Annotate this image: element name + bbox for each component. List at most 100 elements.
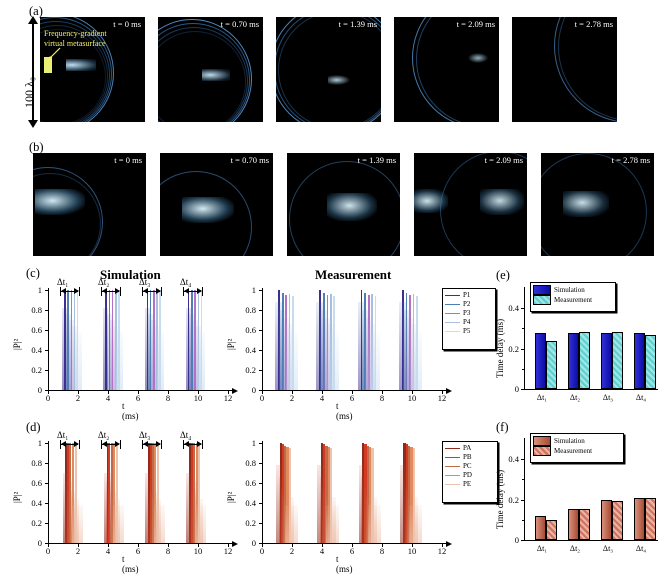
panel-d-delta-label-4: Δt₄ — [180, 430, 192, 440]
panel-d-legend[interactable]: PA PB PC PD PE — [442, 441, 498, 503]
panel-d-sim-ytick-0.6: 0.6 — [31, 478, 42, 488]
legend-item-pa[interactable]: PA — [445, 444, 495, 453]
bar-e-meas-3 — [612, 332, 623, 389]
panel-e-ytick-0.2: 0.2 — [508, 343, 519, 354]
panel-e-xtick-1: Δt₁ — [536, 393, 548, 402]
panel-d-meas-xtick-10: 10 — [407, 546, 417, 556]
column-heading-simulation: Simulation — [100, 267, 161, 282]
legend-item-f-simulation[interactable]: Simulation — [533, 436, 621, 446]
panel-b-frame-5: t = 2.78 ms — [541, 153, 654, 256]
panel-c-sim-ytick-0.0: 0 — [37, 385, 42, 395]
panel-c-meas-spikes — [262, 290, 442, 390]
legend-label-pc: PC — [463, 462, 472, 470]
panel-d-sim-ytick-0.0: 0 — [37, 538, 42, 548]
metasurface-annotation-line2: virtual metasurface — [44, 38, 106, 48]
legend-item-e-measurement[interactable]: Measurement — [533, 295, 613, 305]
column-heading-measurement: Measurement — [315, 267, 392, 282]
panel-c-meas-xtick-6: 6 — [349, 393, 355, 403]
panel-e-legend[interactable]: Simulation Measurement — [530, 282, 616, 312]
panel-c-delta-label-1: Δt₁ — [57, 277, 69, 287]
legend-item-pb[interactable]: PB — [445, 453, 495, 462]
metasurface-annotation: Frequency-gradient virtual metasurface — [44, 29, 107, 48]
bar-e-sim-4 — [634, 332, 645, 389]
legend-item-p1[interactable]: P1 — [445, 291, 493, 300]
panel-c-meas-ytick-1.0: 1 — [251, 285, 256, 295]
legend-item-p4[interactable]: P4 — [445, 318, 493, 327]
legend-item-p5[interactable]: P5 — [445, 327, 493, 336]
panel-a-frame-5: t = 2.78 ms — [512, 17, 617, 122]
metasurface-annotation-line1: Frequency-gradient — [44, 29, 107, 38]
panel-d-tag: (d) — [26, 420, 41, 434]
panel-d-meas-xtick-4: 4 — [319, 546, 325, 556]
panel-f-ylabel: Time delay (ms) — [495, 469, 505, 529]
panel-f-xtick-1: Δt₁ — [536, 544, 548, 553]
bar-f-meas-4 — [645, 498, 656, 540]
panel-c-meas-ylabel: |P|² — [226, 338, 236, 350]
bar-f-sim-1 — [535, 516, 546, 540]
panel-c-meas-xtick-0: 0 — [259, 393, 265, 403]
bar-f-sim-2 — [568, 509, 579, 540]
panel-e-ylabel: Time delay (ms) — [495, 318, 505, 378]
panel-c-sim-ytick-0.8: 0.8 — [31, 305, 42, 315]
panel-d-meas-ytick-0.8: 0.8 — [245, 458, 256, 468]
panel-d-meas-ytick-0.4: 0.4 — [245, 498, 256, 508]
panel-d-meas-xtick-12: 12 — [437, 546, 447, 556]
panel-d-meas-ytick-1.0: 1 — [251, 438, 256, 448]
legend-swatch-p3 — [445, 312, 460, 315]
legend-item-p3[interactable]: P3 — [445, 309, 493, 318]
bar-f-sim-4 — [634, 498, 645, 540]
legend-item-f-measurement[interactable]: Measurement — [533, 446, 621, 456]
panel-c-meas-xtick-8: 8 — [379, 393, 385, 403]
panel-d-sim-xtick-6: 6 — [135, 546, 141, 556]
scale-bar-label: 100 λ₀ — [22, 76, 36, 108]
panel-c-meas-xtick-2: 2 — [289, 393, 295, 403]
panel-c-delta-label-2: Δt₂ — [98, 277, 110, 287]
panel-d-meas-ytick-0.2: 0.2 — [245, 518, 256, 528]
panel-f-ytick-0.0: 0 — [514, 535, 519, 545]
panel-a-frame-4-time: t = 2.09 ms — [456, 19, 495, 29]
panel-c-sim-ytick-0.6: 0.6 — [31, 325, 42, 335]
panel-c-delta-label-3: Δt₃ — [139, 277, 151, 287]
panel-d-sim-ytick-0.8: 0.8 — [31, 458, 42, 468]
panel-e-xtick-3: Δt₃ — [602, 393, 614, 402]
panel-d-meas-ylabel: |P|² — [226, 491, 236, 503]
panel-a-frame-3: t = 1.39 ms — [276, 17, 381, 122]
panel-f-legend[interactable]: Simulation Measurement — [530, 433, 624, 463]
panel-c-legend[interactable]: P1 P2 P3 P4 P5 — [442, 288, 496, 350]
panel-e-ytick-0.0: 0 — [514, 384, 519, 394]
panel-f-ytick-0.4: 0.4 — [508, 454, 519, 464]
legend-item-pc[interactable]: PC — [445, 462, 495, 471]
panel-c-meas-xtick-10: 10 — [407, 393, 417, 403]
panel-a-frame-5-time: t = 2.78 ms — [574, 19, 613, 29]
panel-d-sim-ylabel: |P|² — [12, 491, 22, 503]
panel-a-frame-1: Frequency-gradient virtual metasurface t… — [40, 17, 145, 122]
legend-item-pd[interactable]: PD — [445, 471, 495, 480]
legend-swatch-pe — [445, 483, 460, 486]
panel-a-tag: (a) — [29, 4, 43, 18]
panel-c-sim-ytick-1.0: 1 — [37, 285, 42, 295]
legend-item-e-simulation[interactable]: Simulation — [533, 285, 613, 295]
legend-label-pd: PD — [463, 471, 472, 479]
legend-label-e-simulation: Simulation — [554, 285, 585, 294]
panel-d-sim-xtick-2: 2 — [75, 546, 81, 556]
panel-c-sim-xtick-4: 4 — [105, 393, 111, 403]
panel-d-meas-ytick-0.0: 0 — [251, 538, 256, 548]
legend-swatch-pd — [445, 474, 460, 477]
panel-c-meas-ytick-0.6: 0.6 — [245, 325, 256, 335]
panel-f-xtick-4: Δt₄ — [635, 544, 647, 553]
legend-swatch-pa — [445, 447, 460, 450]
panel-f-bars — [524, 439, 658, 540]
panel-b-frame-5-time: t = 2.78 ms — [611, 155, 650, 165]
panel-c-sim-xtick-10: 10 — [193, 393, 203, 403]
panel-c-meas-xtick-4: 4 — [319, 393, 325, 403]
panel-b-tag: (b) — [29, 140, 44, 154]
panel-d-sim-xtick-4: 4 — [105, 546, 111, 556]
panel-c-sim-xlabel: t (ms) — [122, 401, 139, 421]
panel-f-xtick-2: Δt₂ — [569, 544, 581, 553]
legend-swatch-pb — [445, 456, 460, 459]
panel-d-sim-spikes — [48, 443, 228, 543]
panel-c-sim-spikes — [48, 290, 228, 390]
panel-c-sim-xtick-12: 12 — [223, 393, 233, 403]
legend-item-pe[interactable]: PE — [445, 480, 495, 489]
legend-item-p2[interactable]: P2 — [445, 300, 493, 309]
